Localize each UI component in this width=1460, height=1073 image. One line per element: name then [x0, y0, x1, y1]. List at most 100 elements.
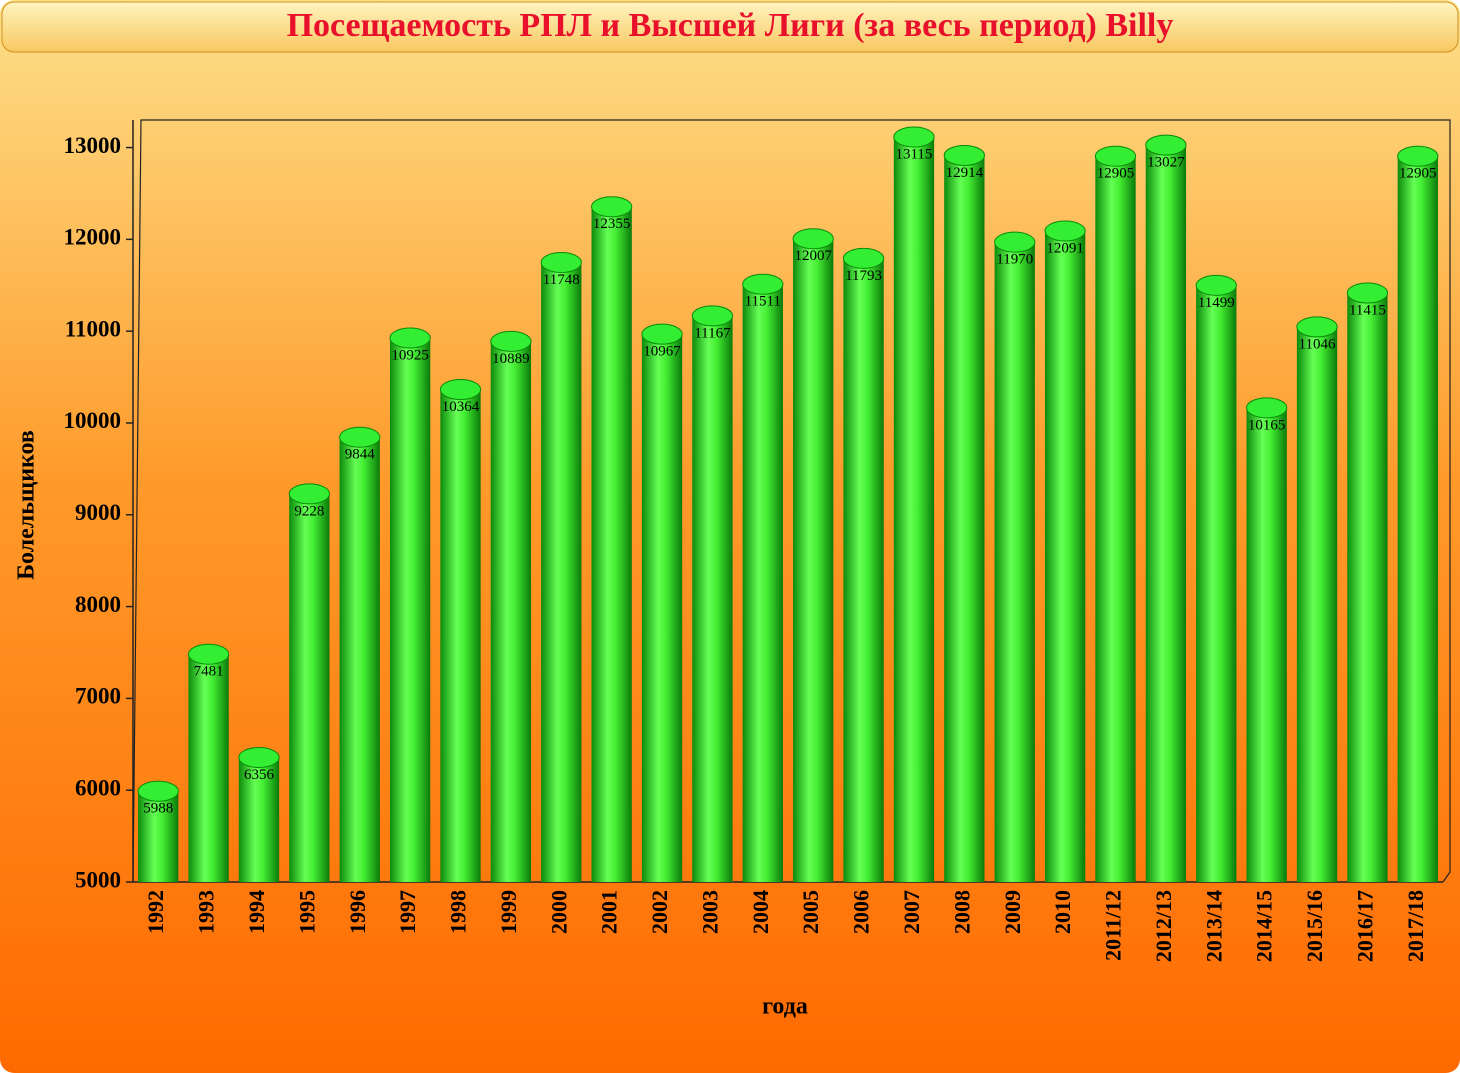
value-label: 11499 — [1198, 295, 1235, 311]
value-label: 13027 — [1147, 155, 1185, 171]
bar-top — [238, 747, 280, 769]
x-tick-label: 2011/12 — [1101, 890, 1126, 961]
y-tick-label: 10000 — [64, 408, 122, 433]
x-tick-label: 2010 — [1050, 890, 1075, 934]
x-tick-label: 1997 — [395, 890, 420, 934]
bar-top — [591, 196, 633, 218]
bar — [692, 315, 733, 882]
chart-title: Посещаемость РПЛ и Высшей Лиги (за весь … — [287, 7, 1174, 44]
y-tick-label: 13000 — [64, 133, 122, 158]
value-label: 11415 — [1349, 302, 1386, 318]
bar-top — [1246, 397, 1288, 419]
value-label: 10889 — [492, 351, 530, 367]
bar — [1095, 156, 1136, 882]
value-label: 11793 — [845, 268, 882, 284]
bar — [440, 389, 481, 882]
x-tick-label: 2016/17 — [1352, 890, 1377, 962]
bar-top — [1346, 282, 1389, 304]
bar-top — [187, 643, 230, 665]
y-tick-label: 9000 — [75, 500, 121, 525]
value-label: 11970 — [996, 252, 1033, 268]
bar-top — [1094, 145, 1137, 167]
bar-top — [1195, 274, 1237, 296]
bar-top — [540, 251, 582, 273]
value-label: 12905 — [1097, 166, 1135, 182]
value-label: 10364 — [442, 399, 480, 415]
x-tick-label: 1992 — [143, 890, 168, 934]
x-tick-label: 1998 — [446, 890, 471, 934]
bar — [490, 341, 532, 882]
bar — [641, 334, 683, 882]
bar-top — [1145, 134, 1187, 156]
x-tick-label: 2014/15 — [1252, 890, 1277, 962]
value-label: 9228 — [294, 503, 324, 519]
x-tick-label: 1995 — [294, 890, 319, 934]
bar — [843, 258, 884, 882]
y-axis-title: Болельщиков — [14, 430, 40, 580]
value-label: 6356 — [244, 767, 275, 783]
x-tick-label: 2015/16 — [1302, 890, 1327, 962]
value-label: 10925 — [391, 347, 429, 363]
x-tick-label: 2017/18 — [1403, 890, 1428, 962]
bar — [188, 654, 229, 882]
y-tick-label: 8000 — [75, 592, 121, 617]
bar-top — [641, 323, 683, 345]
x-tick-label: 2004 — [748, 890, 773, 934]
bar-top — [893, 126, 935, 148]
bar — [1296, 326, 1338, 883]
bar — [289, 493, 330, 882]
value-label: 9844 — [345, 447, 376, 463]
bar-top — [389, 327, 431, 349]
value-label: 10967 — [643, 344, 681, 360]
bar — [389, 338, 431, 882]
value-label: 11511 — [745, 294, 781, 310]
bar — [742, 284, 783, 882]
bar — [1246, 407, 1287, 882]
x-tick-label: 1999 — [496, 890, 521, 934]
x-tick-label: 1993 — [194, 890, 219, 934]
x-tick-label: 2008 — [949, 890, 974, 934]
y-tick-label: 12000 — [64, 225, 122, 250]
x-tick-label: 2012/13 — [1151, 890, 1176, 962]
x-tick-label: 1996 — [345, 890, 370, 934]
value-label: 12914 — [946, 165, 984, 181]
bar — [591, 206, 632, 883]
bar — [138, 791, 179, 882]
bar — [994, 242, 1035, 882]
bar — [541, 262, 582, 882]
bar-top — [742, 273, 784, 295]
y-tick-label: 6000 — [75, 775, 121, 800]
y-tick-label: 11000 — [65, 316, 121, 341]
bar-top — [339, 426, 381, 448]
bar-top — [439, 379, 482, 401]
value-label: 7481 — [194, 664, 224, 680]
bar — [1145, 145, 1187, 883]
x-tick-label: 2000 — [546, 890, 571, 934]
x-tick-label: 1994 — [244, 890, 269, 934]
value-label: 13115 — [895, 146, 932, 162]
x-tick-label: 2001 — [597, 890, 622, 934]
bar-top — [490, 330, 532, 352]
bar — [1044, 230, 1086, 882]
value-label: 12905 — [1399, 166, 1437, 182]
value-label: 11167 — [694, 325, 731, 341]
bar-top — [1397, 145, 1439, 167]
value-label: 12355 — [593, 216, 631, 232]
x-tick-label: 2005 — [798, 890, 823, 934]
plot-frame — [132, 119, 1451, 883]
bar-top — [943, 144, 985, 166]
bar-top — [137, 780, 179, 802]
x-tick-label: 2006 — [849, 890, 874, 934]
title-bar — [1, 1, 1459, 53]
x-tick-label: 2013/14 — [1201, 890, 1226, 962]
bar — [1196, 285, 1237, 882]
bar — [238, 757, 280, 882]
value-label: 11748 — [543, 272, 580, 288]
bar-top — [842, 247, 885, 269]
bar-top — [288, 483, 331, 505]
bar-top — [1044, 220, 1086, 242]
bar-top — [1296, 316, 1338, 338]
bar — [1347, 293, 1388, 882]
value-label: 5988 — [143, 801, 173, 817]
